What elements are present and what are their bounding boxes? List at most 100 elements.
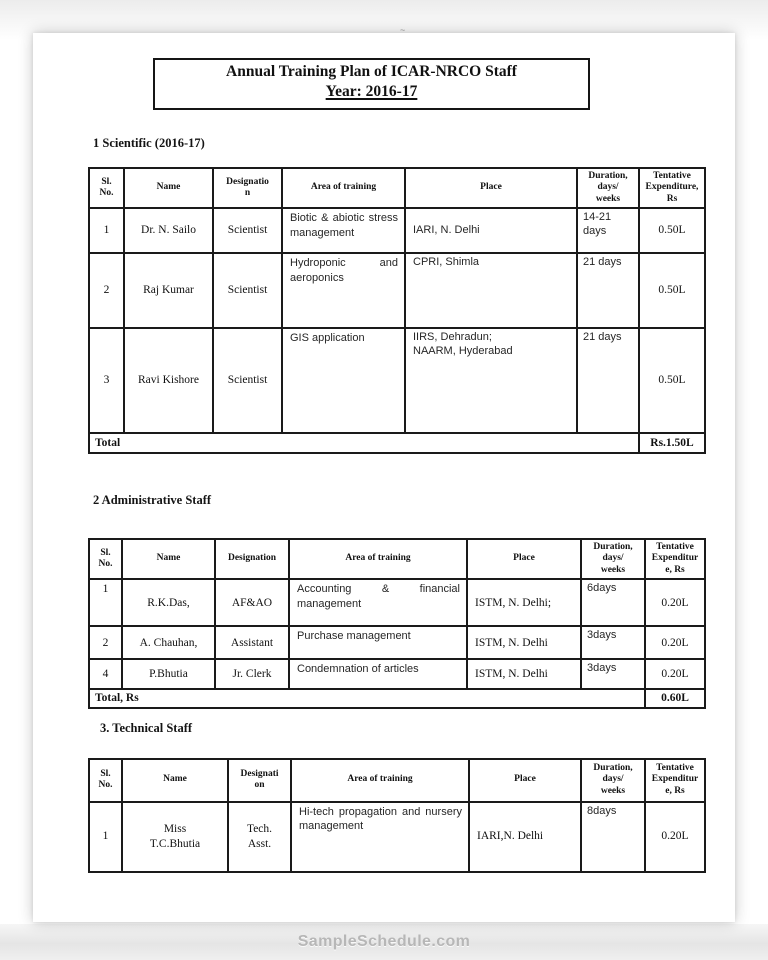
cell-area-of-training: Condemnation of articles (288, 658, 468, 691)
column-header-name: Name (123, 166, 214, 210)
table-row: 4 P.Bhutia Jr. Clerk Condemnation of art… (88, 658, 706, 691)
cell-area-of-training: GIS application (281, 327, 406, 435)
cell-name: Dr. N. Sailo (123, 207, 214, 255)
cell-designation: Scientist (212, 252, 283, 330)
cell-name: Ravi Kishore (123, 327, 214, 435)
cell-designation: Assistant (214, 625, 290, 661)
document-title-box: Annual Training Plan of ICAR-NRCO Staff … (153, 58, 590, 110)
table-total-row: Total, Rs 0.60L (88, 688, 706, 709)
column-header-designation: Designatio n (212, 166, 283, 210)
cell-duration: 14-21 days (576, 207, 640, 255)
column-header-expenditure: Tentative Expenditur e, Rs (644, 757, 706, 803)
watermark-text: SampleSchedule.com (297, 933, 471, 950)
column-header-area: Area of training (290, 757, 470, 803)
table-total-row: Total Rs.1.50L (88, 432, 706, 455)
cell-expenditure: 0.20L (644, 625, 706, 661)
cell-name: Raj Kumar (123, 252, 214, 330)
cell-expenditure: 0.20L (644, 578, 706, 628)
cell-area-of-training: Accounting & financial management (288, 578, 468, 628)
scan-artifact-mark: ~ (400, 25, 406, 35)
cell-expenditure: 0.20L (644, 658, 706, 691)
cell-designation: Tech. Asst. (227, 800, 292, 873)
column-header-designation: Designation (214, 538, 290, 581)
total-label: Total (88, 432, 640, 455)
cell-designation: Scientist (212, 327, 283, 435)
cell-area-of-training: Biotic & abiotic stress management (281, 207, 406, 255)
cell-area-of-training: Hydroponic and aeroponics (281, 252, 406, 330)
table-row: 3 Ravi Kishore Scientist GIS application… (88, 327, 706, 435)
cell-duration: 21 days (576, 252, 640, 330)
cell-name: P.Bhutia (121, 658, 216, 691)
column-header-expenditure: Tentative Expenditure, Rs (638, 166, 706, 210)
total-value: Rs.1.50L (638, 432, 706, 455)
section-heading-technical: 3. Technical Staff (100, 720, 193, 735)
column-header-place: Place (466, 538, 582, 581)
cell-sl-no: 4 (88, 658, 123, 691)
column-header-area: Area of training (288, 538, 468, 581)
cell-sl-no: 2 (88, 625, 123, 661)
column-header-place: Place (468, 757, 582, 803)
cell-sl-no: 3 (88, 327, 125, 435)
cell-sl-no: 1 (88, 207, 125, 255)
cell-duration: 21 days (576, 327, 640, 435)
cell-name: Miss T.C.Bhutia (121, 800, 229, 873)
cell-place: ISTM, N. Delhi; (466, 578, 582, 628)
column-header-place: Place (404, 166, 578, 210)
column-header-sl-no: Sl. No. (88, 757, 123, 803)
cell-duration: 3days (580, 658, 646, 691)
column-header-name: Name (121, 538, 216, 581)
section-heading-administrative: 2 Administrative Staff (93, 493, 212, 508)
cell-duration: 6days (580, 578, 646, 628)
cell-sl-no: 1 (88, 578, 123, 628)
cell-name: R.K.Das, (121, 578, 216, 628)
section-heading-scientific: 1 Scientific (2016-17) (93, 135, 205, 150)
table-row: 1 Miss T.C.Bhutia Tech. Asst. Hi-tech pr… (88, 800, 706, 873)
column-header-sl-no: Sl. No. (88, 166, 125, 210)
watermark-bar: SampleSchedule.com (0, 924, 768, 960)
cell-expenditure: 0.20L (644, 800, 706, 873)
column-header-sl-no: Sl. No. (88, 538, 123, 581)
cell-place: CPRI, Shimla (404, 252, 578, 330)
cell-designation: AF&AO (214, 578, 290, 628)
scientific-staff-table: Sl. No. Name Designatio n Area of traini… (88, 166, 706, 455)
column-header-duration: Duration, days/ weeks (580, 538, 646, 581)
cell-designation: Scientist (212, 207, 283, 255)
total-value: 0.60L (644, 688, 706, 709)
table-row: 1 Dr. N. Sailo Scientist Biotic & abioti… (88, 207, 706, 255)
cell-expenditure: 0.50L (638, 207, 706, 255)
cell-place: ISTM, N. Delhi (466, 625, 582, 661)
cell-sl-no: 1 (88, 800, 123, 873)
cell-sl-no: 2 (88, 252, 125, 330)
total-label: Total, Rs (88, 688, 646, 709)
table-row: 1 R.K.Das, AF&AO Accounting & financial … (88, 578, 706, 628)
column-header-name: Name (121, 757, 229, 803)
cell-area-of-training: Purchase management (288, 625, 468, 661)
table-header-row: Sl. No. Name Designation Area of trainin… (88, 538, 706, 581)
column-header-designation: Designati on (227, 757, 292, 803)
technical-staff-table: Sl. No. Name Designati on Area of traini… (88, 757, 706, 873)
cell-duration: 3days (580, 625, 646, 661)
column-header-expenditure: Tentative Expenditur e, Rs (644, 538, 706, 581)
cell-area-of-training: Hi-tech propagation and nursery manageme… (290, 800, 470, 873)
administrative-staff-table: Sl. No. Name Designation Area of trainin… (88, 538, 706, 709)
cell-place: IARI, N. Delhi (404, 207, 578, 255)
cell-designation: Jr. Clerk (214, 658, 290, 691)
table-header-row: Sl. No. Name Designati on Area of traini… (88, 757, 706, 803)
cell-place: IIRS, Dehradun; NAARM, Hyderabad (404, 327, 578, 435)
cell-name: A. Chauhan, (121, 625, 216, 661)
table-header-row: Sl. No. Name Designatio n Area of traini… (88, 166, 706, 210)
cell-place: ISTM, N. Delhi (466, 658, 582, 691)
document-page: Annual Training Plan of ICAR-NRCO Staff … (33, 33, 735, 922)
column-header-duration: Duration, days/ weeks (580, 757, 646, 803)
cell-expenditure: 0.50L (638, 252, 706, 330)
document-year: Year: 2016-17 (325, 83, 418, 101)
document-title: Annual Training Plan of ICAR-NRCO Staff (226, 63, 517, 80)
cell-expenditure: 0.50L (638, 327, 706, 435)
column-header-area: Area of training (281, 166, 406, 210)
table-row: 2 Raj Kumar Scientist Hydroponic and aer… (88, 252, 706, 330)
table-row: 2 A. Chauhan, Assistant Purchase managem… (88, 625, 706, 661)
column-header-duration: Duration, days/ weeks (576, 166, 640, 210)
cell-place: IARI,N. Delhi (468, 800, 582, 873)
cell-duration: 8days (580, 800, 646, 873)
